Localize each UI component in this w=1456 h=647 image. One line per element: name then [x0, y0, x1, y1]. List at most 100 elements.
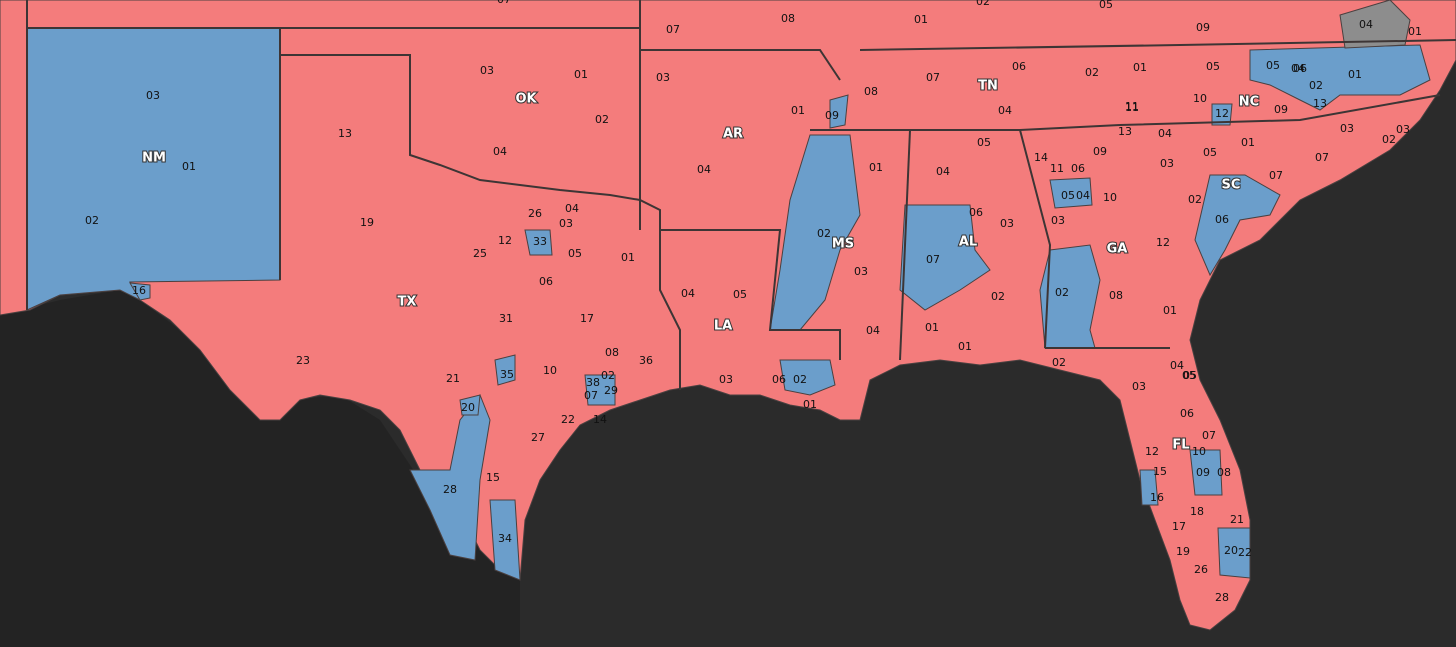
state-label-nc: NC — [1239, 95, 1259, 110]
district-label: 06 — [1071, 162, 1085, 175]
democratic-districts — [26, 27, 1431, 581]
district-label: 06 — [1012, 60, 1026, 73]
district-label: 03 — [146, 89, 160, 102]
district-ms-02 — [769, 134, 861, 331]
district-label: 05 — [1099, 0, 1113, 11]
district-tx-34 — [489, 499, 521, 581]
district-fl-09 — [1189, 449, 1223, 496]
state-label-al: AL — [959, 235, 977, 250]
state-borders — [26, 0, 1456, 390]
district-label: 33 — [533, 235, 547, 248]
district-label: 05 — [1266, 59, 1280, 72]
district-label: 02 — [1055, 286, 1069, 299]
district-label: 28 — [443, 483, 457, 496]
district-label: 01 — [574, 68, 588, 81]
district-label: 11 — [1050, 162, 1064, 175]
district-label: 05 — [733, 288, 747, 301]
state-label-layer: NM OK AR TN NC SC GA AL MS LA FL — [141, 78, 1260, 454]
district-label: 05 — [1061, 189, 1075, 202]
district-ga-atl — [1049, 177, 1093, 209]
district-label: 02 — [1188, 193, 1202, 206]
district-label: 01 — [621, 251, 635, 264]
district-label: 04 — [1291, 62, 1305, 75]
district-al-07 — [899, 204, 991, 311]
district-label: 10 — [1103, 191, 1117, 204]
state-label-ga: GA — [1107, 242, 1128, 257]
district-label: 05 — [1203, 146, 1217, 159]
district-label: 03 — [656, 71, 670, 84]
district-label: 06 — [772, 373, 786, 386]
district-label: 02 — [991, 290, 1005, 303]
mexico-region — [0, 290, 520, 647]
district-label: 07 — [666, 23, 680, 36]
district-label: 16 — [132, 284, 146, 297]
district-label: 03 — [854, 265, 868, 278]
district-label: 38 — [586, 376, 600, 389]
district-label: 35 — [500, 368, 514, 381]
district-label: 05 — [977, 136, 991, 149]
district-label: 09 — [825, 109, 839, 122]
district-label: 06 — [539, 275, 553, 288]
district-fl-tampa — [1139, 469, 1159, 506]
district-label: 01 — [914, 13, 928, 26]
district-label: 06 — [1293, 62, 1307, 75]
district-label: 20 — [461, 401, 475, 414]
district-label: 07 — [926, 253, 940, 266]
district-label: 12 — [498, 234, 512, 247]
district-label: 11 — [1125, 100, 1139, 113]
district-label: 05 — [1206, 60, 1220, 73]
district-label: 01 — [182, 160, 196, 173]
district-label: 13 — [1118, 125, 1132, 138]
district-label: 02 — [817, 227, 831, 240]
district-label: 07 — [1315, 151, 1329, 164]
district-ga-02 — [1039, 244, 1101, 349]
state-label-tn: TN — [978, 79, 998, 94]
district-label: 05 — [568, 247, 582, 260]
district-label: 07 — [584, 389, 598, 402]
district-label: 01 — [925, 321, 939, 334]
district-label: 07 — [1269, 169, 1283, 182]
district-label: 21 — [1230, 513, 1244, 526]
state-label-nm: NM — [142, 151, 166, 166]
state-label-fl: FL — [1172, 438, 1189, 453]
district-label: 02 — [1085, 66, 1099, 79]
district-label: 17 — [1172, 520, 1186, 533]
district-label: 12 — [1215, 107, 1229, 120]
district-tx-houston — [584, 374, 616, 406]
district-label: 03 — [1000, 217, 1014, 230]
district-label: 29 — [604, 384, 618, 397]
district-label: 04 — [998, 104, 1012, 117]
district-label: 26 — [528, 207, 542, 220]
district-label: 07 — [926, 71, 940, 84]
district-label: 09 — [1196, 21, 1210, 34]
district-label: 16 — [1150, 491, 1164, 504]
state-label-sc: SC — [1222, 178, 1241, 193]
district-label: 06 — [1215, 213, 1229, 226]
district-tx-20 — [459, 394, 481, 416]
district-ms-mem — [829, 94, 849, 129]
district-label: 03 — [719, 373, 733, 386]
district-nc-northeast — [1249, 44, 1431, 111]
district-label: 09 — [1274, 103, 1288, 116]
district-label: 27 — [531, 431, 545, 444]
district-tx-35 — [494, 354, 516, 386]
district-label: 21 — [446, 372, 460, 385]
district-label: 03 — [1132, 380, 1146, 393]
district-label: 01 — [1133, 61, 1147, 74]
district-label: 03 — [559, 217, 573, 230]
district-label: 06 — [969, 206, 983, 219]
district-label: 26 — [1194, 563, 1208, 576]
district-label: 09 — [1093, 145, 1107, 158]
district-label: 22 — [1238, 546, 1252, 559]
district-label: 12 — [1145, 445, 1159, 458]
state-label-ar: AR — [723, 127, 743, 142]
district-nc-12 — [1211, 103, 1233, 126]
district-label: 02 — [793, 373, 807, 386]
district-label: 17 — [580, 312, 594, 325]
district-label: 04 — [1158, 127, 1172, 140]
district-label: 08 — [1109, 289, 1123, 302]
district-label: 19 — [1176, 545, 1190, 558]
district-tx-16 — [129, 282, 151, 301]
